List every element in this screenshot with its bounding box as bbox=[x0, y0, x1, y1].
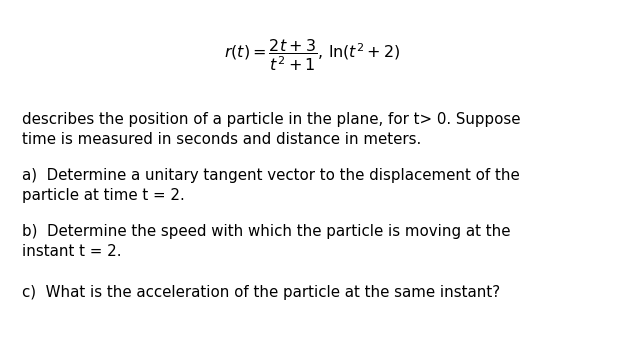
Text: describes the position of a particle in the plane, for t> 0. Suppose
time is mea: describes the position of a particle in … bbox=[22, 112, 520, 147]
Text: b)  Determine the speed with which the particle is moving at the
instant t = 2.: b) Determine the speed with which the pa… bbox=[22, 224, 510, 260]
Text: c)  What is the acceleration of the particle at the same instant?: c) What is the acceleration of the parti… bbox=[22, 285, 500, 300]
Text: a)  Determine a unitary tangent vector to the displacement of the
particle at ti: a) Determine a unitary tangent vector to… bbox=[22, 168, 520, 203]
Text: $r(t) = \dfrac{2t + 3}{t^2 + 1},\,\mathrm{ln}(t^2 + 2)$: $r(t) = \dfrac{2t + 3}{t^2 + 1},\,\mathr… bbox=[224, 37, 400, 73]
